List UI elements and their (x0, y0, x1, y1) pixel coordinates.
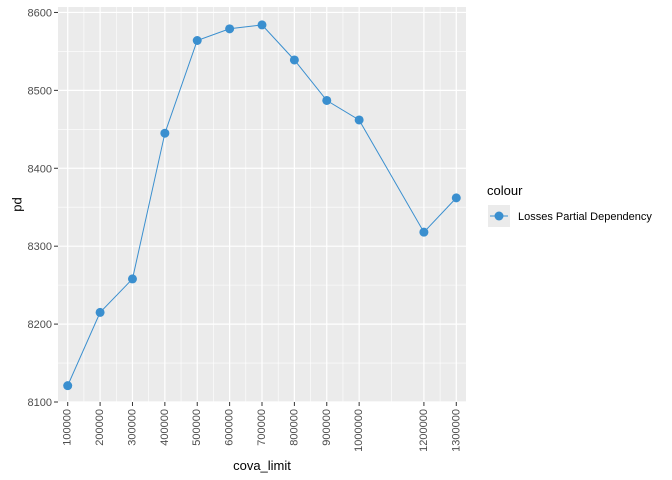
x-tick-label: 1200000 (418, 409, 430, 452)
x-tick-label: 1300000 (450, 409, 462, 452)
y-axis: 8100 8200 8300 8400 8500 8600 (28, 7, 58, 409)
y-tick-label: 8200 (28, 319, 52, 331)
x-axis-title: cova_limit (233, 458, 291, 473)
data-point (257, 20, 267, 30)
x-tick-label: 200000 (94, 409, 106, 446)
minor-grid (58, 7, 466, 402)
data-point (95, 307, 105, 317)
series-layer (63, 20, 461, 391)
data-point (289, 55, 299, 65)
major-grid (58, 7, 466, 403)
data-point (419, 227, 429, 237)
x-tick-label: 900000 (321, 409, 333, 446)
data-point (451, 193, 461, 203)
x-tick-label: 600000 (224, 409, 236, 446)
y-axis-title: pd (10, 197, 25, 211)
y-tick-label: 8500 (28, 85, 52, 97)
data-point (63, 381, 73, 391)
data-point (322, 95, 332, 105)
series-line (67, 24, 457, 386)
data-point (127, 274, 137, 284)
y-tick-label: 8400 (28, 163, 52, 175)
data-point (160, 128, 170, 138)
x-axis: 100000 200000 300000 400000 500000 600000 7000… (62, 402, 462, 452)
x-tick-label: 800000 (288, 409, 300, 446)
x-tick-label: 500000 (191, 409, 203, 446)
legend: colour Losses Partial Dependency (487, 183, 652, 227)
x-tick-label: 400000 (159, 409, 171, 446)
y-tick-label: 8600 (28, 7, 52, 19)
legend-key-point (494, 211, 504, 221)
legend-title: colour (487, 183, 523, 198)
y-tick-label: 8300 (28, 241, 52, 253)
legend-label: Losses Partial Dependency (518, 211, 652, 223)
data-point (354, 115, 364, 125)
data-point (225, 24, 235, 34)
data-point (192, 36, 202, 46)
y-tick-label: 8100 (28, 397, 52, 409)
x-tick-label: 700000 (256, 409, 268, 446)
x-tick-label: 100000 (62, 409, 74, 446)
x-tick-label: 1000000 (353, 409, 365, 452)
x-tick-label: 300000 (126, 409, 138, 446)
